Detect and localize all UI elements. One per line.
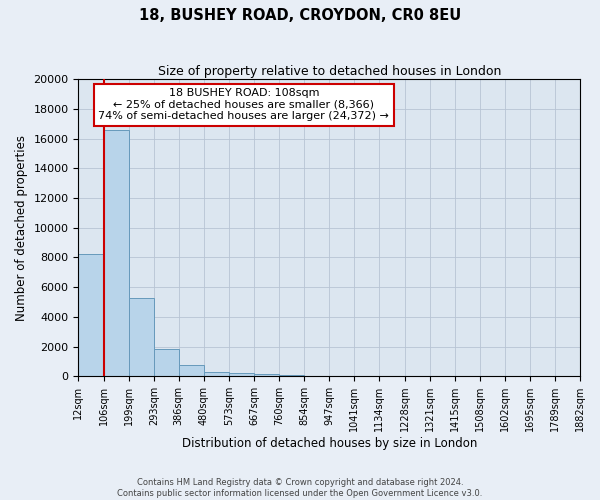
Y-axis label: Number of detached properties: Number of detached properties [15,134,28,320]
Bar [79,254,104,376]
Bar [179,365,204,376]
Bar [128,298,154,376]
Title: Size of property relative to detached houses in London: Size of property relative to detached ho… [158,65,501,78]
Bar [204,372,229,376]
Bar [154,348,179,376]
X-axis label: Distribution of detached houses by size in London: Distribution of detached houses by size … [182,437,477,450]
Bar [104,130,128,376]
Text: 18, BUSHEY ROAD, CROYDON, CR0 8EU: 18, BUSHEY ROAD, CROYDON, CR0 8EU [139,8,461,22]
Bar [254,374,279,376]
Text: 18 BUSHEY ROAD: 108sqm
← 25% of detached houses are smaller (8,366)
74% of semi-: 18 BUSHEY ROAD: 108sqm ← 25% of detached… [98,88,389,122]
Text: Contains HM Land Registry data © Crown copyright and database right 2024.
Contai: Contains HM Land Registry data © Crown c… [118,478,482,498]
Bar [229,374,254,376]
Bar [279,374,304,376]
